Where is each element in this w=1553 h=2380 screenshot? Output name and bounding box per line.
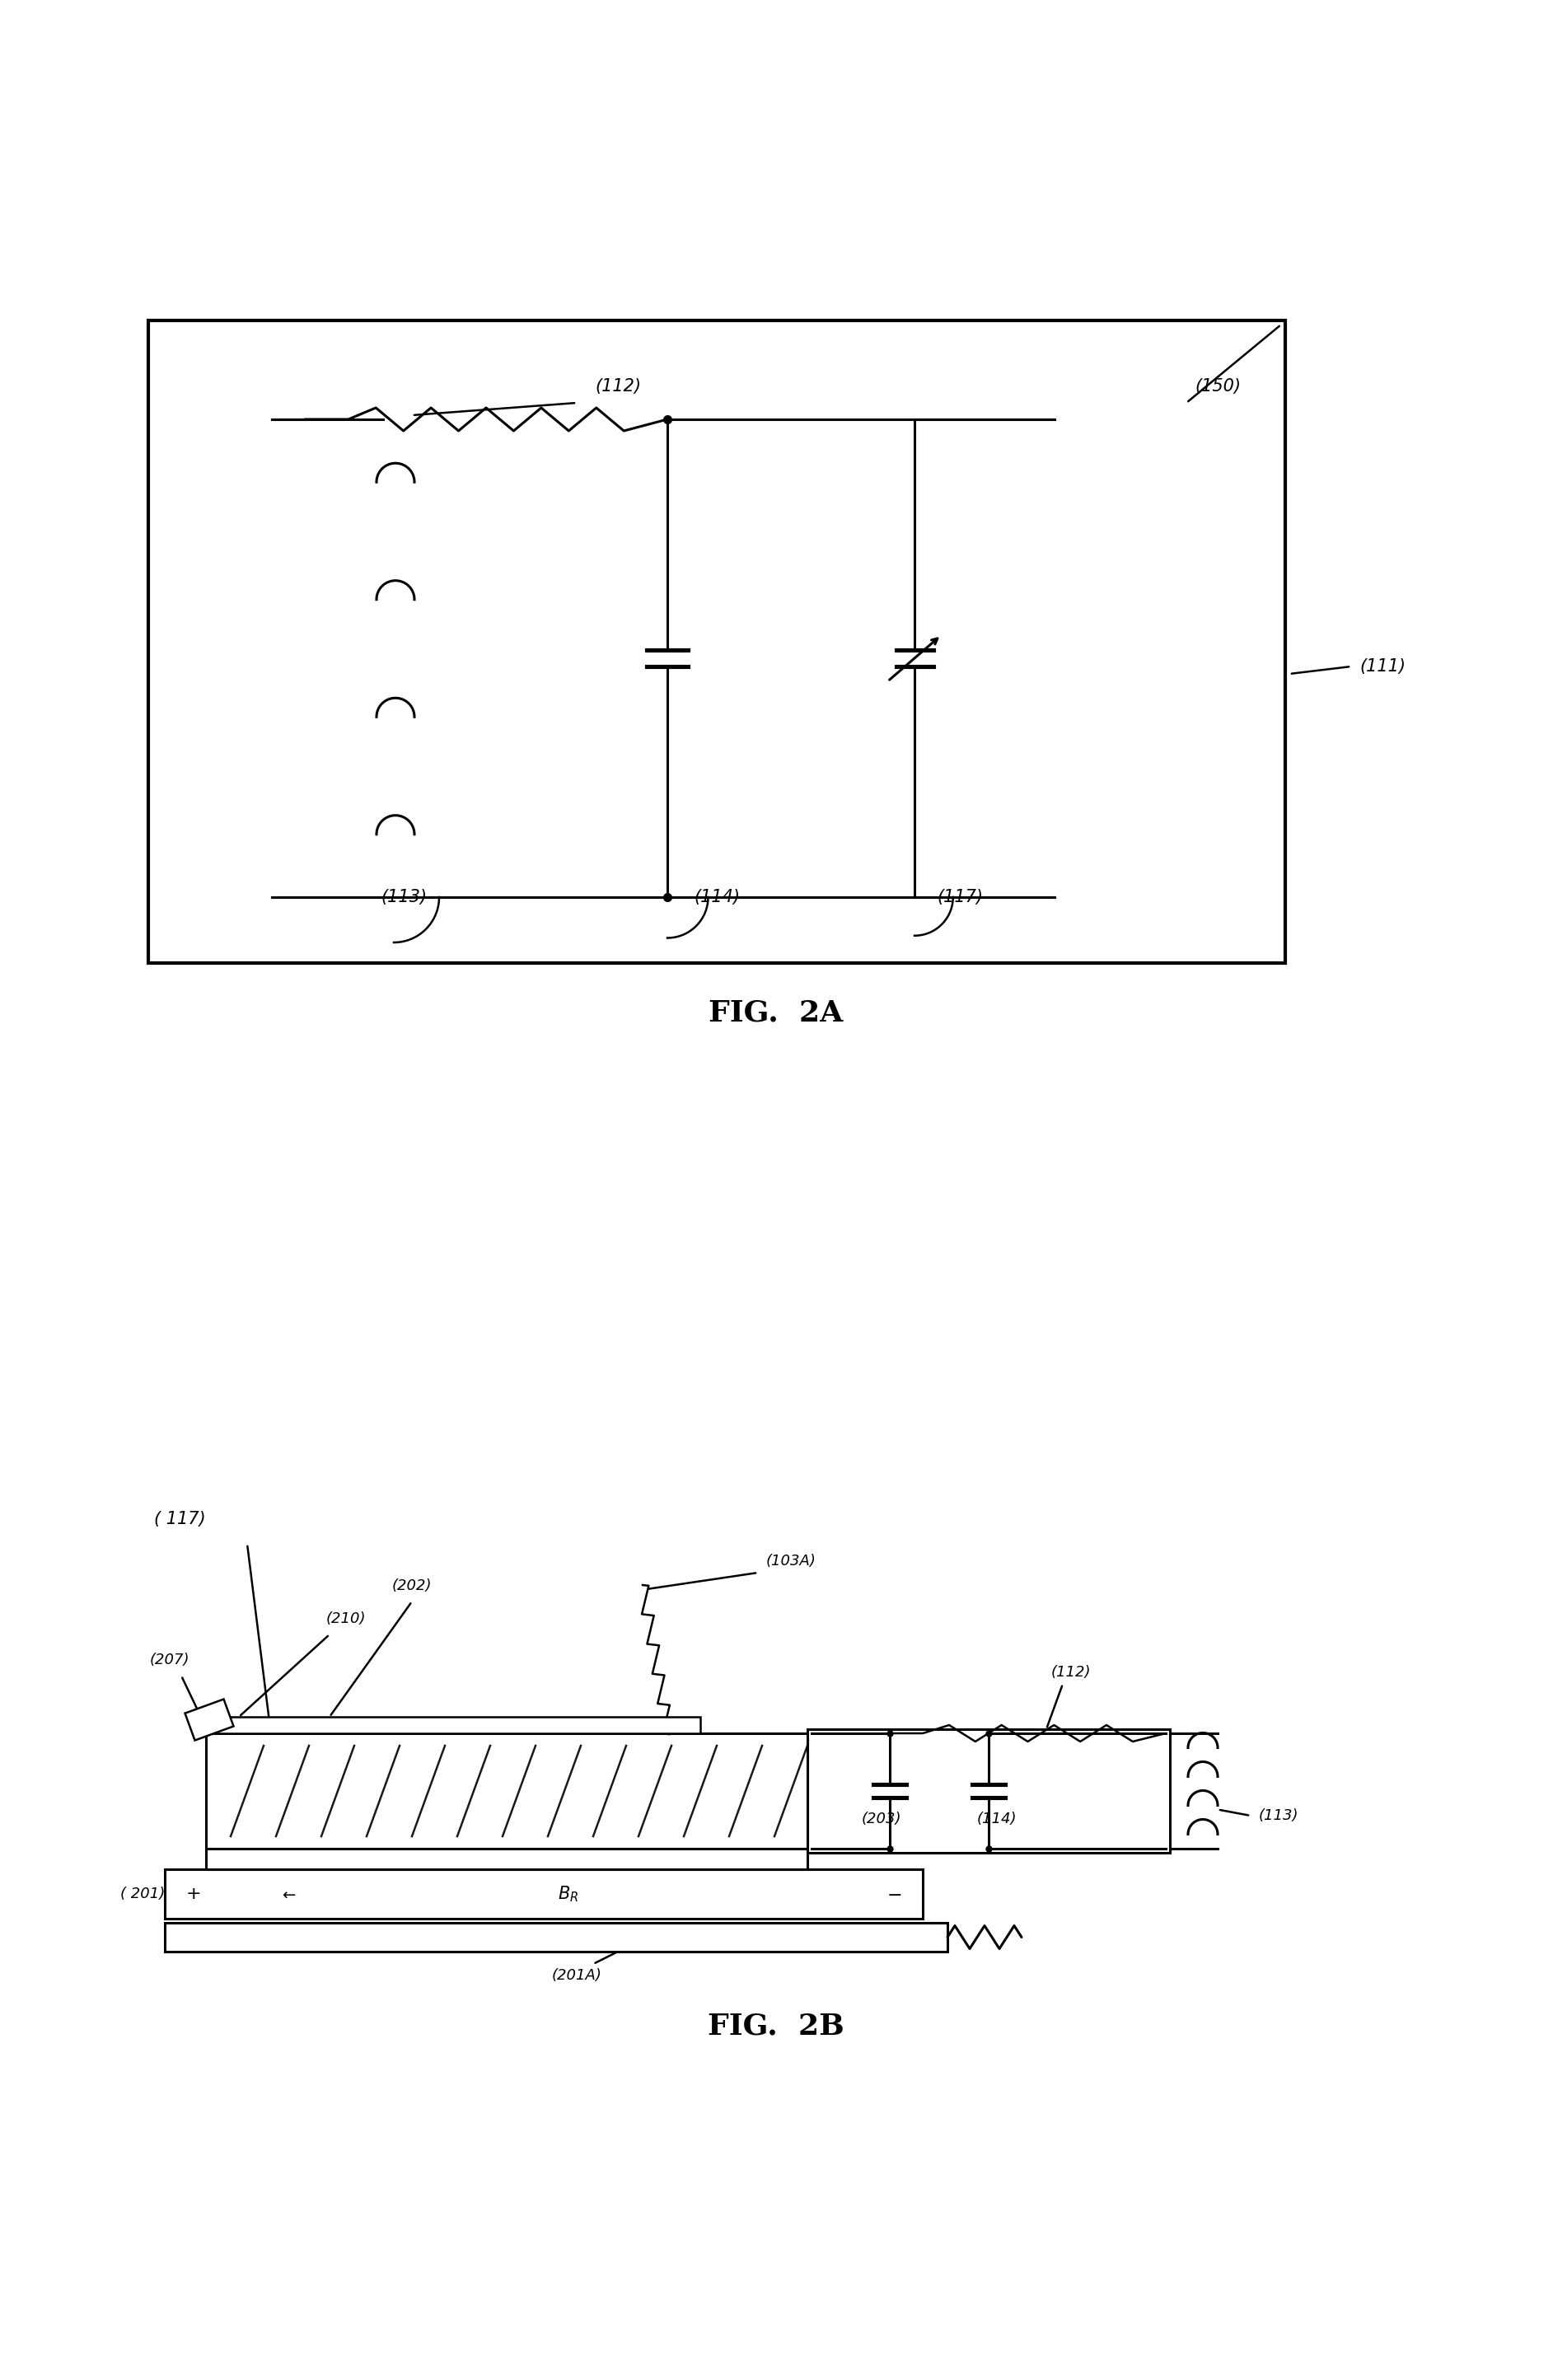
Text: (150): (150): [1194, 378, 1241, 395]
Text: +: +: [186, 1885, 202, 1902]
Text: (117): (117): [936, 888, 983, 904]
Text: FIG.  2B: FIG. 2B: [708, 2011, 845, 2040]
Bar: [165, 1868, 922, 1918]
Text: ( 117): ( 117): [154, 1511, 207, 1528]
Text: (201A): (201A): [551, 1968, 601, 1983]
Text: (112): (112): [1051, 1666, 1092, 1680]
Text: (114): (114): [694, 888, 739, 904]
Text: (112): (112): [595, 378, 641, 395]
Text: ( 201): ( 201): [120, 1887, 165, 1902]
Text: (202): (202): [391, 1578, 432, 1592]
Text: (203): (203): [862, 1811, 902, 1825]
Bar: [165, 1923, 947, 1952]
Text: (210): (210): [326, 1611, 367, 1626]
Text: (113): (113): [380, 888, 427, 904]
Text: (111): (111): [1359, 659, 1405, 674]
Bar: [808, 1730, 1169, 1852]
Text: (114): (114): [977, 1811, 1017, 1825]
Bar: [148, 321, 1286, 964]
Text: $-$: $-$: [887, 1885, 901, 1902]
Text: (200G): (200G): [485, 1783, 536, 1799]
Bar: [207, 1716, 700, 1733]
Text: (207): (207): [149, 1652, 189, 1668]
Bar: [207, 1849, 808, 1868]
Text: (113): (113): [1259, 1809, 1298, 1823]
Polygon shape: [185, 1699, 233, 1740]
Text: $B_R$: $B_R$: [558, 1885, 579, 1904]
Text: FIG.  2A: FIG. 2A: [708, 1000, 843, 1026]
Text: $\leftarrow$: $\leftarrow$: [280, 1885, 297, 1902]
Text: (103A): (103A): [766, 1554, 817, 1568]
Bar: [207, 1733, 808, 1849]
